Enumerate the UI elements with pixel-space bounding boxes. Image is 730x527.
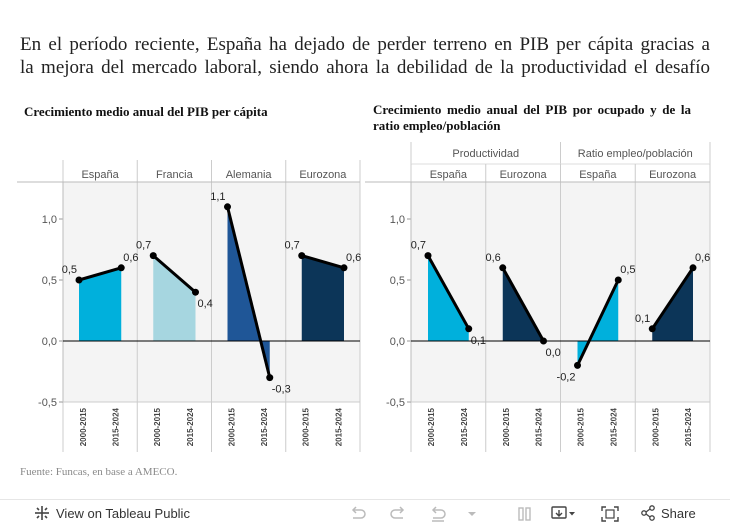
bar-francia bbox=[153, 255, 196, 341]
left-chart-title: Crecimiento medio anual del PIB per cápi… bbox=[24, 104, 268, 119]
revert-icon[interactable] bbox=[429, 506, 447, 522]
slope-line bbox=[426, 254, 471, 330]
data-label: 1,1 bbox=[210, 191, 225, 203]
tableau-toolbar: View on Tableau Public Share bbox=[0, 499, 730, 527]
group-header-label: Alemania bbox=[226, 169, 273, 181]
y-tick-label: 1,0 bbox=[390, 214, 405, 226]
group-header-label: España bbox=[430, 169, 468, 181]
bar-espa-a bbox=[79, 267, 122, 341]
share-button[interactable]: Share bbox=[640, 505, 696, 521]
group-header-label: Francia bbox=[156, 169, 194, 181]
x-tick-label: 2015-2024 bbox=[460, 407, 469, 446]
y-tick-label: 0,0 bbox=[390, 336, 405, 348]
slope-line bbox=[301, 254, 345, 270]
view-on-tableau-link[interactable]: View on Tableau Public bbox=[34, 505, 190, 521]
data-point-marker bbox=[298, 252, 306, 260]
headline: En el período reciente, España ha dejado… bbox=[20, 33, 710, 79]
tableau-logo-icon bbox=[35, 506, 49, 520]
headline-line-1: En el período reciente, España ha dejado… bbox=[20, 34, 710, 55]
data-label: 0,5 bbox=[62, 264, 77, 276]
x-tick-label: 2000-2015 bbox=[79, 407, 88, 446]
slope-line bbox=[78, 266, 122, 282]
data-point-marker bbox=[75, 276, 83, 284]
x-tick-label: 2000-2015 bbox=[502, 407, 511, 446]
data-point-marker bbox=[648, 325, 656, 333]
y-tick-label: -0,5 bbox=[386, 397, 405, 409]
pause-icon[interactable] bbox=[515, 506, 533, 522]
data-label: 0,6 bbox=[123, 252, 138, 264]
redo-icon[interactable] bbox=[389, 506, 407, 522]
headline-line-2: la mejora del mercado laboral, siendo ah… bbox=[20, 57, 710, 78]
super-group-label: Productividad bbox=[452, 148, 519, 160]
charts-canvas: España Francia Alemania Eurozona -0,5 0,0 0,5 1… bbox=[17, 142, 711, 452]
revert-menu-chevron-icon[interactable] bbox=[464, 506, 480, 522]
view-on-tableau-label: View on Tableau Public bbox=[56, 505, 190, 521]
data-point-marker bbox=[340, 264, 348, 272]
fullscreen-icon[interactable] bbox=[601, 506, 619, 522]
bar-eurozona bbox=[301, 255, 344, 341]
x-tick-label: 2015-2024 bbox=[535, 407, 544, 446]
x-tick-label: 2015-2024 bbox=[684, 407, 693, 446]
data-label: 0,6 bbox=[346, 252, 361, 264]
data-label: 0,5 bbox=[620, 264, 635, 276]
group-header-label: Eurozona bbox=[299, 169, 347, 181]
data-label: 0,7 bbox=[284, 240, 299, 252]
x-tick-label: 2000-2015 bbox=[153, 407, 162, 446]
data-label: 0,6 bbox=[485, 252, 500, 264]
data-label: 0,0 bbox=[546, 347, 561, 359]
data-label: -0,2 bbox=[557, 371, 576, 383]
x-tick-label: 2015-2024 bbox=[186, 407, 195, 446]
x-tick-label: 2015-2024 bbox=[334, 407, 343, 446]
data-point-marker bbox=[424, 252, 432, 260]
x-tick-label: 2000-2015 bbox=[302, 407, 311, 446]
data-label: 0,6 bbox=[695, 252, 710, 264]
group-header-label: Eurozona bbox=[649, 169, 697, 181]
bar-ratio-empleo-poblaci-n-eurozona bbox=[652, 267, 693, 341]
x-tick-label: 2015-2024 bbox=[260, 407, 269, 446]
data-point-marker bbox=[614, 276, 622, 284]
x-tick-label: 2000-2015 bbox=[651, 407, 660, 446]
data-point-marker bbox=[689, 264, 697, 272]
data-point-marker bbox=[192, 288, 199, 296]
group-header-label: España bbox=[81, 169, 119, 181]
data-point-marker bbox=[574, 361, 581, 369]
download-icon[interactable] bbox=[551, 506, 577, 522]
y-tick-label: 0,0 bbox=[42, 336, 57, 348]
data-label: 0,7 bbox=[136, 240, 151, 252]
source-note: Fuente: Funcas, en base a AMECO. bbox=[20, 466, 178, 478]
data-label: 0,7 bbox=[411, 240, 426, 252]
data-point-marker bbox=[224, 203, 231, 211]
data-label: 0,4 bbox=[198, 298, 213, 310]
group-header-label: España bbox=[579, 169, 617, 181]
share-icon bbox=[641, 505, 655, 521]
undo-icon[interactable] bbox=[349, 506, 367, 522]
data-label: 0,1 bbox=[635, 313, 650, 325]
x-tick-label: 2000-2015 bbox=[577, 407, 586, 446]
slope-line bbox=[226, 206, 272, 378]
x-tick-label: 2000-2015 bbox=[427, 407, 436, 446]
y-tick-label: 1,0 bbox=[42, 214, 57, 226]
super-group-label: Ratio empleo/población bbox=[578, 148, 693, 160]
data-point-marker bbox=[499, 264, 507, 272]
right-chart-title: Crecimiento medio anual del PIB por ocup… bbox=[373, 102, 691, 133]
x-tick-label: 2000-2015 bbox=[227, 407, 236, 446]
y-tick-label: -0,5 bbox=[38, 397, 57, 409]
x-tick-label: 2015-2024 bbox=[609, 407, 618, 446]
data-point-marker bbox=[465, 325, 473, 333]
group-header-label: Eurozona bbox=[500, 169, 548, 181]
y-tick-label: 0,5 bbox=[390, 275, 405, 287]
data-point-marker bbox=[149, 252, 157, 260]
x-tick-label: 2015-2024 bbox=[112, 407, 121, 446]
data-point-marker bbox=[117, 264, 125, 272]
y-tick-label: 0,5 bbox=[42, 275, 57, 287]
slope-line bbox=[501, 267, 545, 342]
slope-line bbox=[651, 266, 695, 330]
slope-line bbox=[576, 279, 620, 367]
data-point-marker bbox=[266, 374, 274, 382]
share-label: Share bbox=[661, 505, 696, 521]
slope-line bbox=[152, 254, 197, 294]
data-label: -0,3 bbox=[272, 384, 291, 396]
